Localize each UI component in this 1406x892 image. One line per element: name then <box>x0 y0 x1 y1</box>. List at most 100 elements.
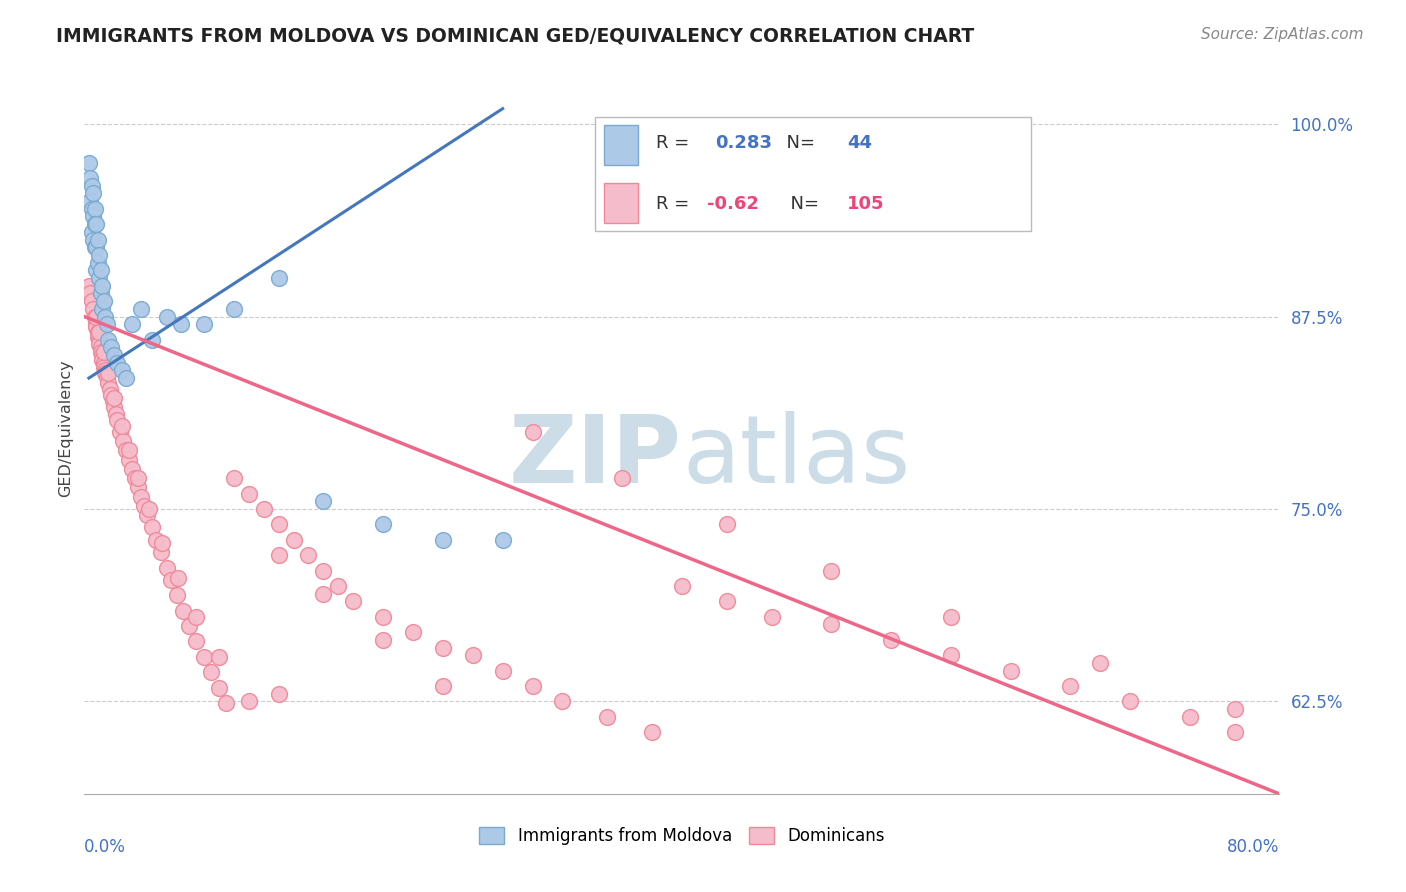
Text: 0.0%: 0.0% <box>84 838 127 855</box>
Point <box>186 609 208 624</box>
Point <box>328 579 350 593</box>
Point <box>121 462 143 476</box>
Point <box>820 564 842 578</box>
Point <box>136 508 159 523</box>
Point <box>373 632 395 647</box>
Point <box>432 640 454 655</box>
Point <box>1223 725 1246 739</box>
Point <box>432 679 454 693</box>
Point <box>312 587 335 601</box>
Point <box>172 604 194 618</box>
Point <box>103 348 125 362</box>
Point <box>145 533 167 547</box>
Point <box>110 425 132 439</box>
Point <box>82 186 104 201</box>
Point <box>155 560 177 574</box>
Point <box>129 490 152 504</box>
Text: -0.62: -0.62 <box>707 194 759 212</box>
Point <box>716 517 738 532</box>
Legend: Immigrants from Moldova, Dominicans: Immigrants from Moldova, Dominicans <box>472 820 891 851</box>
Point <box>90 345 112 359</box>
Point <box>86 240 108 254</box>
Point <box>89 248 111 262</box>
Point <box>87 325 110 339</box>
Point <box>93 294 115 309</box>
Point <box>86 263 108 277</box>
Point <box>97 367 120 381</box>
Point <box>177 619 200 633</box>
Point <box>132 499 156 513</box>
Point <box>100 340 122 354</box>
Point <box>91 348 114 362</box>
Text: atlas: atlas <box>682 411 910 503</box>
Point <box>80 202 103 216</box>
Point <box>104 407 127 421</box>
Point <box>492 664 515 678</box>
Point <box>86 217 108 231</box>
Point <box>80 225 103 239</box>
Point <box>86 310 108 324</box>
Point <box>253 502 276 516</box>
Point <box>87 329 110 343</box>
Point <box>820 617 842 632</box>
Point <box>103 391 125 405</box>
Point <box>94 363 117 377</box>
Point <box>79 170 101 185</box>
Point <box>1223 702 1246 716</box>
Point <box>373 609 395 624</box>
Point <box>939 609 962 624</box>
Point <box>83 202 105 216</box>
Point <box>94 367 117 381</box>
Point <box>98 382 121 396</box>
FancyBboxPatch shape <box>605 125 638 165</box>
Point <box>149 545 172 559</box>
Point <box>208 681 231 695</box>
Point <box>200 665 222 680</box>
Y-axis label: GED/Equivalency: GED/Equivalency <box>58 359 73 497</box>
Point <box>93 360 115 375</box>
Point <box>522 679 544 693</box>
Point <box>283 533 305 547</box>
Point <box>641 725 664 739</box>
Point <box>80 294 103 309</box>
Point <box>1090 656 1112 670</box>
Point <box>82 301 104 316</box>
Point <box>100 388 122 402</box>
Point <box>1059 679 1081 693</box>
Point <box>297 548 319 562</box>
Text: IMMIGRANTS FROM MOLDOVA VS DOMINICAN GED/EQUIVALENCY CORRELATION CHART: IMMIGRANTS FROM MOLDOVA VS DOMINICAN GED… <box>56 27 974 45</box>
Point <box>342 594 364 608</box>
Point <box>208 649 231 664</box>
Point <box>90 286 112 301</box>
Point <box>127 471 149 485</box>
Point <box>118 443 141 458</box>
Point <box>880 632 903 647</box>
Point <box>97 333 120 347</box>
Point <box>432 533 454 547</box>
Point <box>82 210 104 224</box>
Point <box>160 573 183 587</box>
Text: 0.283: 0.283 <box>716 134 772 152</box>
Point <box>77 278 100 293</box>
Point <box>215 696 238 710</box>
Point <box>166 588 188 602</box>
Point <box>167 571 190 585</box>
Text: R =: R = <box>655 194 695 212</box>
Point <box>522 425 544 439</box>
Point <box>267 271 290 285</box>
Point <box>115 371 138 385</box>
Point <box>82 233 104 247</box>
Point <box>79 286 101 301</box>
Point <box>127 480 149 494</box>
Point <box>492 533 515 547</box>
Point <box>155 310 177 324</box>
Text: ZIP: ZIP <box>509 411 682 503</box>
Point <box>373 517 395 532</box>
Point <box>89 337 111 351</box>
Text: 80.0%: 80.0% <box>1227 838 1279 855</box>
Point <box>312 494 335 508</box>
Point <box>93 345 115 359</box>
Point <box>91 352 114 367</box>
Point <box>91 301 114 316</box>
Point <box>551 694 574 708</box>
